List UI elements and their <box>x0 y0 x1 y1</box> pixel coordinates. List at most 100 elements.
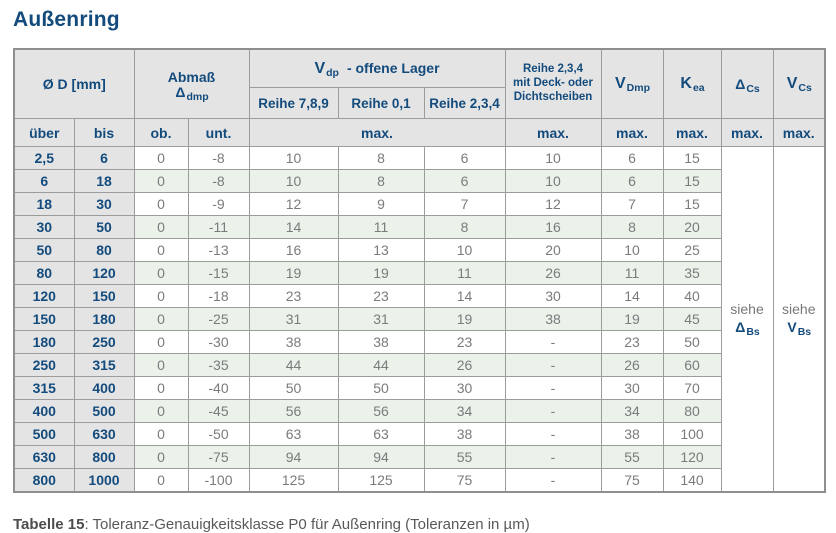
cell-reihe01: 8 <box>337 169 425 193</box>
cell-reihe01: 8 <box>337 146 425 170</box>
cell-unt: -8 <box>187 146 250 170</box>
cell-ueber: 180 <box>13 330 75 354</box>
cell-ueber: 630 <box>13 445 75 469</box>
cell-ob: 0 <box>133 192 189 216</box>
cell-bis: 50 <box>73 215 135 239</box>
col-header-vcs: VCs <box>772 48 826 119</box>
cell-reihe234: 26 <box>423 353 506 377</box>
cell-ob: 0 <box>133 215 189 239</box>
siehe-symbol: VBs <box>787 318 812 338</box>
cell-vdmp: 75 <box>600 468 664 492</box>
cell-unt: -18 <box>187 284 250 308</box>
cell-bis: 315 <box>73 353 135 377</box>
cell-reihe01: 63 <box>337 422 425 446</box>
col-header-reihe-234: Reihe 2,3,4 <box>423 87 506 119</box>
col-subheader-max-deck: max. <box>504 118 602 147</box>
table-row: 120 150 0 -18 23 23 14 30 14 40 <box>13 284 825 308</box>
cell-deckscheiben: 38 <box>504 307 602 331</box>
cell-vdmp: 55 <box>600 445 664 469</box>
col-subheader-max-vcs: max. <box>772 118 826 147</box>
cell-ueber: 500 <box>13 422 75 446</box>
cell-kea: 15 <box>662 192 722 216</box>
col-header-kea: Kea <box>662 48 722 119</box>
cell-reihe01: 56 <box>337 399 425 423</box>
col-subheader-max-kea: max. <box>662 118 722 147</box>
siehe-label: siehe <box>782 300 816 317</box>
cell-vdmp: 7 <box>600 192 664 216</box>
cell-reihe789: 23 <box>248 284 339 308</box>
cell-unt: -40 <box>187 376 250 400</box>
cell-kea: 80 <box>662 399 722 423</box>
cell-ob: 0 <box>133 146 189 170</box>
cell-vdmp: 14 <box>600 284 664 308</box>
cell-reihe01: 11 <box>337 215 425 239</box>
cell-vdmp: 11 <box>600 261 664 285</box>
cell-deckscheiben: - <box>504 468 602 492</box>
cell-kea: 120 <box>662 445 722 469</box>
cell-reihe789: 44 <box>248 353 339 377</box>
cell-reihe789: 50 <box>248 376 339 400</box>
cell-kea: 40 <box>662 284 722 308</box>
cell-bis: 800 <box>73 445 135 469</box>
table-row: 80 120 0 -15 19 19 11 26 11 35 <box>13 261 825 285</box>
cell-kea: 100 <box>662 422 722 446</box>
col-subheader-ueber: über <box>13 118 75 147</box>
cell-ob: 0 <box>133 445 189 469</box>
cell-ob: 0 <box>133 238 189 262</box>
table-row: 2,5 6 0 -8 10 8 6 10 6 15 siehe ΔBs siehe VBs <box>13 146 826 492</box>
table-row: 150 180 0 -25 31 31 19 38 19 45 <box>13 307 825 331</box>
cell-ueber: 315 <box>13 376 75 400</box>
cell-deckscheiben: - <box>504 422 602 446</box>
cell-deckscheiben: - <box>504 353 602 377</box>
col-header-reihe-01: Reihe 0,1 <box>337 87 425 119</box>
col-subheader-max-dcs: max. <box>720 118 774 147</box>
cell-reihe01: 94 <box>337 445 425 469</box>
cell-bis: 250 <box>73 330 135 354</box>
cell-bis: 30 <box>73 192 135 216</box>
cell-reihe01: 23 <box>337 284 425 308</box>
cell-kea: 45 <box>662 307 722 331</box>
col-header-vdp-group: Vdp - offene Lager <box>248 48 506 88</box>
cell-vdmp: 26 <box>600 353 664 377</box>
cell-deckscheiben: 20 <box>504 238 602 262</box>
caption-number: Tabelle 15 <box>13 516 85 533</box>
col-subheader-max-vdp: max. <box>248 118 506 147</box>
cell-reihe789: 12 <box>248 192 339 216</box>
cell-reihe234: 10 <box>423 238 506 262</box>
cell-bis: 120 <box>73 261 135 285</box>
cell-deckscheiben: 16 <box>504 215 602 239</box>
cell-reihe789: 16 <box>248 238 339 262</box>
cell-reihe789: 14 <box>248 215 339 239</box>
cell-unt: -9 <box>187 192 250 216</box>
siehe-label: siehe <box>730 300 764 317</box>
col-header-vdmp: VDmp <box>600 48 664 119</box>
cell-vdmp: 34 <box>600 399 664 423</box>
cell-ob: 0 <box>133 169 189 193</box>
cell-kea: 60 <box>662 353 722 377</box>
cell-reihe234: 34 <box>423 399 506 423</box>
cell-bis: 180 <box>73 307 135 331</box>
cell-reihe789: 56 <box>248 399 339 423</box>
cell-kea: 15 <box>662 146 722 170</box>
cell-ob: 0 <box>133 353 189 377</box>
cell-ueber: 800 <box>13 468 75 492</box>
cell-unt: -25 <box>187 307 250 331</box>
table-row: 30 50 0 -11 14 11 8 16 8 20 <box>13 215 825 239</box>
cell-vdmp: 23 <box>600 330 664 354</box>
col-header-abmass: Abmaß Δdmp <box>133 48 250 119</box>
cell-unt: -50 <box>187 422 250 446</box>
table-body: 2,5 6 0 -8 10 8 6 10 6 15 siehe ΔBs siehe VBs 6 18 0 -8 10… <box>13 146 826 492</box>
cell-reihe01: 44 <box>337 353 425 377</box>
col-header-delta-cs: ΔCs <box>720 48 774 119</box>
cell-ob: 0 <box>133 376 189 400</box>
cell-reihe789: 31 <box>248 307 339 331</box>
cell-deckscheiben: - <box>504 445 602 469</box>
cell-deckscheiben: - <box>504 399 602 423</box>
cell-unt: -75 <box>187 445 250 469</box>
cell-reihe234: 19 <box>423 307 506 331</box>
cell-reihe234: 23 <box>423 330 506 354</box>
col-header-deckscheiben: Reihe 2,3,4 mit Deck- oder Dichtscheiben <box>504 48 602 119</box>
cell-unt: -100 <box>187 468 250 492</box>
cell-ueber: 250 <box>13 353 75 377</box>
cell-reihe01: 31 <box>337 307 425 331</box>
